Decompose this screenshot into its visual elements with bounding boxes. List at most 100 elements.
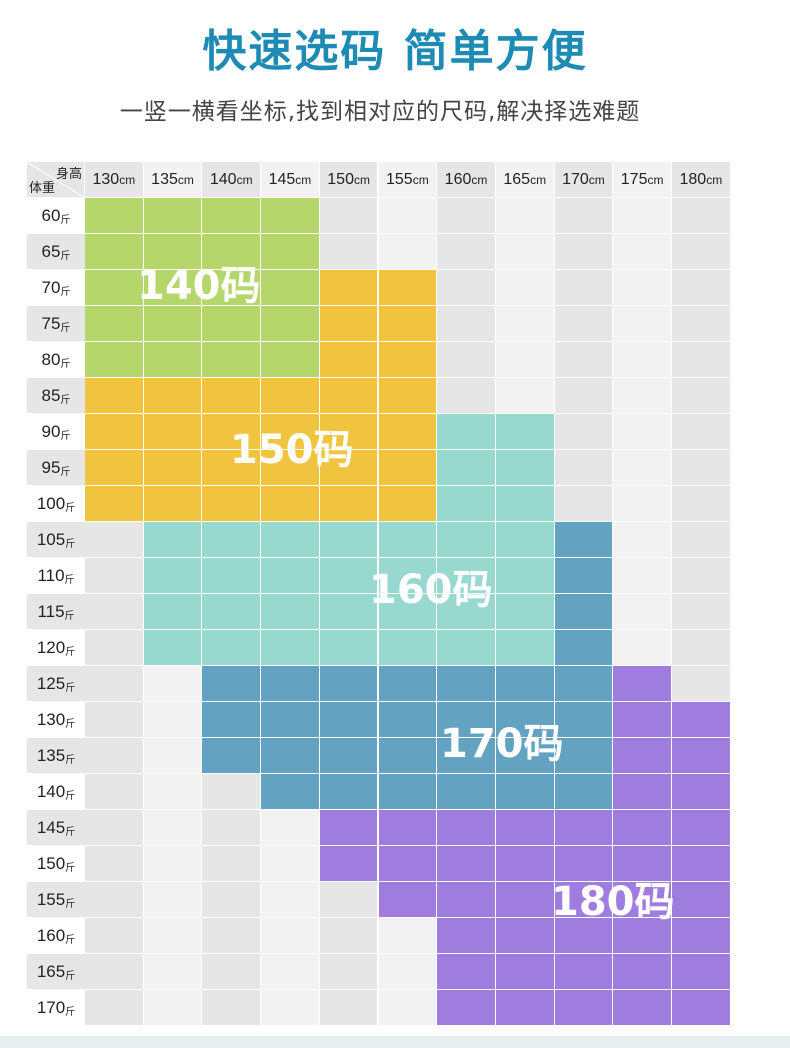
size-cell-160 xyxy=(495,414,555,450)
size-cell-150 xyxy=(319,414,379,450)
size-cell-140 xyxy=(85,234,144,270)
empty-cell xyxy=(554,378,614,414)
weight-value: 80 xyxy=(41,349,61,369)
size-cell-160 xyxy=(378,594,438,630)
empty-cell xyxy=(261,810,320,846)
empty-cell xyxy=(143,702,203,738)
weight-unit: 斤 xyxy=(65,502,76,514)
size-cell-160 xyxy=(437,486,496,522)
size-cell-180 xyxy=(437,846,496,882)
size-cell-150 xyxy=(319,378,379,414)
size-cell-180 xyxy=(613,738,672,774)
size-cell-180 xyxy=(613,702,672,738)
size-cell-140 xyxy=(85,198,144,234)
weight-value: 170 xyxy=(36,997,66,1017)
zone-label-150: 150码 xyxy=(230,427,354,473)
size-cell-180 xyxy=(672,774,731,810)
height-value: 160 xyxy=(444,170,472,188)
empty-cell xyxy=(672,270,731,306)
empty-cell xyxy=(437,342,496,378)
empty-cell xyxy=(319,882,379,918)
empty-cell xyxy=(143,846,203,882)
weight-value: 85 xyxy=(41,385,61,405)
size-cell-140 xyxy=(261,270,320,306)
size-cell-180 xyxy=(613,918,672,954)
weight-header-65: 65 斤 xyxy=(27,234,85,270)
empty-cell xyxy=(143,666,203,702)
size-cell-160 xyxy=(495,486,555,522)
empty-cell xyxy=(672,486,731,522)
size-cell-150 xyxy=(85,414,144,450)
size-cell-140 xyxy=(202,270,262,306)
weight-value: 140 xyxy=(36,781,66,801)
size-cell-150 xyxy=(202,414,262,450)
size-cell-180 xyxy=(554,810,614,846)
empty-cell xyxy=(495,342,555,378)
empty-cell xyxy=(495,378,555,414)
corner-weight-label: 体重 xyxy=(29,181,56,196)
empty-cell xyxy=(202,846,262,882)
size-cell-160 xyxy=(202,594,262,630)
size-cell-140 xyxy=(202,306,262,342)
empty-cell xyxy=(202,774,262,810)
zone-label-180: 180码 xyxy=(551,879,675,925)
size-cell-170 xyxy=(202,738,262,774)
corner-diagonal-line xyxy=(27,162,85,198)
size-cell-140 xyxy=(261,234,320,270)
size-cell-140 xyxy=(202,198,262,234)
weight-value: 75 xyxy=(41,313,61,333)
size-cell-180 xyxy=(554,918,614,954)
size-cell-140 xyxy=(85,270,144,306)
size-cell-170 xyxy=(495,702,555,738)
weight-header-110: 110 斤 xyxy=(27,558,85,594)
empty-cell xyxy=(613,486,672,522)
weight-unit: 斤 xyxy=(65,718,76,730)
size-cell-140 xyxy=(261,342,320,378)
empty-cell xyxy=(437,270,496,306)
height-value: 170 xyxy=(562,170,589,188)
weight-value: 150 xyxy=(36,853,66,873)
size-cell-150 xyxy=(319,450,379,486)
height-value: 175 xyxy=(620,170,648,188)
weight-header-165: 165 斤 xyxy=(27,954,85,990)
size-cell-160 xyxy=(437,414,496,450)
size-cell-150 xyxy=(85,450,144,486)
height-value: 140 xyxy=(209,170,237,188)
size-cell-150 xyxy=(378,306,438,342)
weight-header-75: 75 斤 xyxy=(27,306,85,342)
size-cell-180 xyxy=(672,702,731,738)
weight-unit: 斤 xyxy=(60,466,71,478)
size-cell-170 xyxy=(378,666,438,702)
size-cell-160 xyxy=(437,522,496,558)
size-cell-150 xyxy=(378,270,438,306)
weight-value: 60 xyxy=(41,205,61,225)
empty-cell xyxy=(143,774,203,810)
weight-value: 95 xyxy=(41,457,61,477)
weight-header-115: 115 斤 xyxy=(27,594,85,630)
size-cell-140 xyxy=(143,234,203,270)
size-cell-160 xyxy=(319,522,379,558)
empty-cell xyxy=(672,450,731,486)
size-cell-140 xyxy=(85,342,144,378)
size-cell-160 xyxy=(143,522,203,558)
empty-cell xyxy=(613,558,672,594)
empty-cell xyxy=(85,594,144,630)
size-cell-150 xyxy=(378,450,438,486)
size-cell-160 xyxy=(261,522,320,558)
empty-cell xyxy=(613,450,672,486)
height-value: 145 xyxy=(268,170,296,188)
size-cell-180 xyxy=(495,990,555,1026)
size-cell-180 xyxy=(378,810,438,846)
size-cell-150 xyxy=(85,486,144,522)
weight-value: 105 xyxy=(36,529,66,549)
size-cell-180 xyxy=(495,810,555,846)
empty-cell xyxy=(613,414,672,450)
size-cell-170 xyxy=(437,702,496,738)
size-cell-180 xyxy=(495,846,555,882)
size-cell-180 xyxy=(495,954,555,990)
empty-cell xyxy=(319,198,379,234)
weight-unit: 斤 xyxy=(60,394,71,406)
empty-cell xyxy=(202,810,262,846)
empty-cell xyxy=(261,990,320,1026)
empty-cell xyxy=(437,234,496,270)
